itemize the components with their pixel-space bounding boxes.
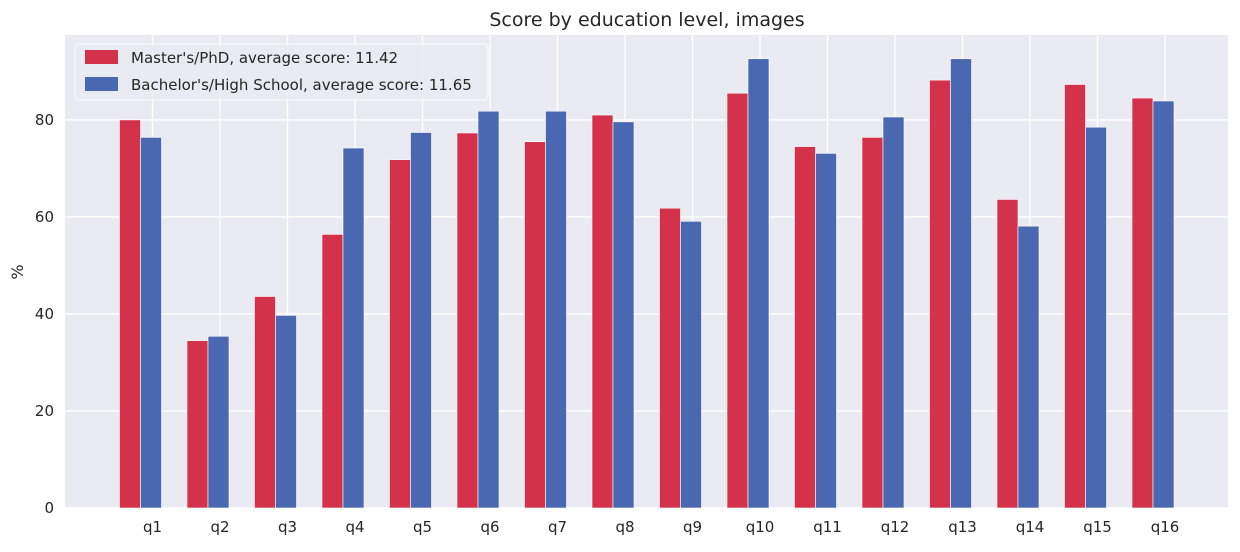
bar-series-1-q1 <box>119 119 141 509</box>
y-tick-label: 0 <box>44 499 54 517</box>
x-tick-label: q5 <box>413 518 432 536</box>
bar-series-2-q11 <box>815 153 837 509</box>
y-axis-ticks: 0 20 40 60 80 <box>35 111 54 517</box>
bar-series-1-q16 <box>1131 97 1154 509</box>
x-tick-label: q4 <box>345 518 364 536</box>
bar-series-1-q15 <box>1064 84 1086 509</box>
legend-swatch <box>85 77 118 91</box>
legend-label: Bachelor's/High School, average score: 1… <box>131 76 472 94</box>
y-tick-label: 20 <box>35 402 54 420</box>
chart-title: Score by education level, images <box>489 9 804 31</box>
bar-series-2-q7 <box>545 110 567 509</box>
x-tick-label: q14 <box>1016 518 1045 536</box>
bar-series-2-q13 <box>950 58 972 509</box>
y-tick-label: 60 <box>35 208 54 226</box>
plot-background <box>65 35 1228 508</box>
x-tick-label: q11 <box>813 518 842 536</box>
bar-series-1-q7 <box>524 141 546 509</box>
bar-series-2-q3 <box>275 315 297 509</box>
bar-series-2-q5 <box>410 132 432 509</box>
x-tick-label: q8 <box>615 518 634 536</box>
legend-label: Master's/PhD, average score: 11.42 <box>131 49 398 67</box>
bars <box>119 58 1175 509</box>
x-tick-label: q6 <box>480 518 499 536</box>
bar-series-2-q10 <box>747 58 770 509</box>
bar-series-2-q12 <box>882 116 905 509</box>
x-axis-ticks: q1 q2 q3 q4 q5 q6 q7 q8 q9 q10 q11 q12 q13 q14 q15 q16 <box>143 518 1179 536</box>
bar-series-2-q14 <box>1017 225 1040 509</box>
bar-series-2-q2 <box>207 335 230 509</box>
bar-series-1-q4 <box>321 234 344 509</box>
x-tick-label: q15 <box>1083 518 1112 536</box>
x-tick-label: q2 <box>210 518 229 536</box>
x-tick-label: q9 <box>683 518 702 536</box>
bar-series-1-q9 <box>659 207 681 509</box>
x-tick-label: q16 <box>1151 518 1180 536</box>
y-tick-label: 40 <box>35 305 54 323</box>
bar-series-2-q15 <box>1085 126 1107 509</box>
legend-swatch <box>85 50 118 64</box>
x-tick-label: q3 <box>278 518 297 536</box>
bar-series-2-q6 <box>477 110 500 509</box>
bar-series-2-q1 <box>140 137 162 509</box>
x-tick-label: q10 <box>746 518 775 536</box>
bar-series-1-q12 <box>861 137 884 509</box>
bar-series-1-q11 <box>794 146 816 509</box>
bar-series-2-q16 <box>1152 100 1175 509</box>
bar-series-1-q6 <box>456 132 479 509</box>
legend: Master's/PhD, average score: 11.42 Bachel… <box>74 43 489 101</box>
bar-series-2-q9 <box>680 220 702 509</box>
bar-series-1-q14 <box>996 199 1019 509</box>
x-tick-label: q1 <box>143 518 162 536</box>
bar-series-1-q5 <box>389 159 411 509</box>
y-tick-label: 80 <box>35 111 54 129</box>
bar-series-2-q8 <box>612 121 635 509</box>
y-axis-label: % <box>8 264 27 279</box>
x-tick-label: q13 <box>948 518 977 536</box>
x-tick-label: q12 <box>881 518 910 536</box>
bar-series-1-q3 <box>254 296 276 509</box>
bar-series-2-q4 <box>342 147 365 509</box>
bar-series-1-q8 <box>591 114 614 509</box>
bar-series-1-q13 <box>929 79 951 509</box>
bar-series-1-q10 <box>726 92 749 509</box>
legend-frame <box>74 43 489 101</box>
bar-series-1-q2 <box>186 340 209 509</box>
x-tick-label: q7 <box>548 518 567 536</box>
